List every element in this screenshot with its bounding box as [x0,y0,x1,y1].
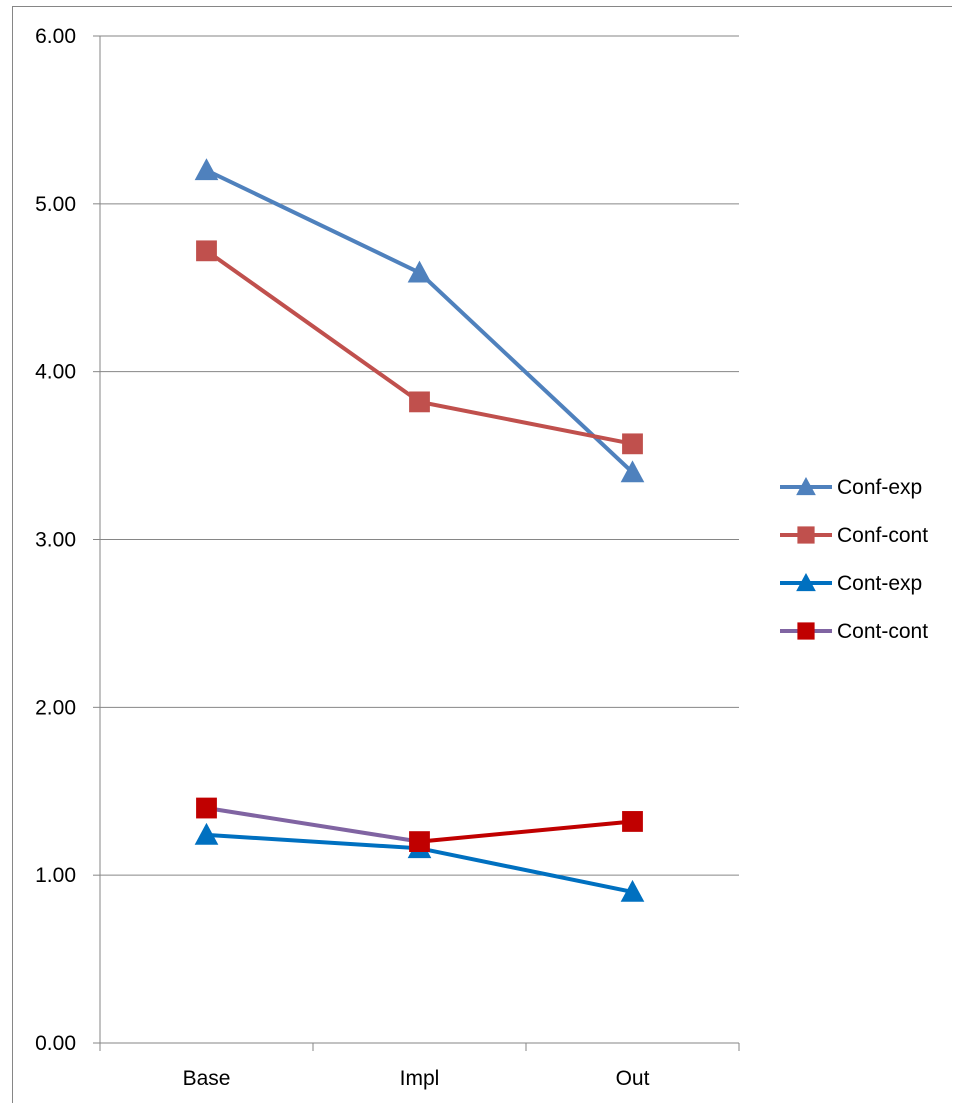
data-point [196,240,217,262]
data-point [407,260,432,283]
series-line-segment [417,270,635,475]
data-point [622,811,643,832]
legend: Conf-exp Conf-cont Cont-exp Cont-cont [780,476,928,643]
series-line-segment [417,819,635,844]
x-tick-label: Out [616,1067,650,1090]
legend-item: Cont-cont [780,620,928,643]
data-point [620,879,645,902]
data-point [409,391,430,413]
y-tick-label: 4.00 [35,361,76,384]
legend-marker [797,622,815,640]
y-tick-label: 2.00 [35,696,76,719]
series-line-segment [204,832,422,851]
x-tick-label: Base [183,1067,231,1090]
legend-item: Conf-cont [780,524,928,547]
series-conf-exp [194,158,645,483]
series-line-segment [204,806,422,844]
chart-frame [12,6,952,1103]
gridlines [100,35,739,876]
y-tick-label: 6.00 [35,25,76,48]
series-line-segment [204,168,422,275]
legend-marker [797,526,815,544]
y-tick-label: 5.00 [35,193,76,216]
legend-label: Conf-cont [837,524,928,547]
y-tick-label: 3.00 [35,529,76,552]
series-conf-cont [196,240,643,455]
legend-item: Conf-exp [780,476,922,499]
series-cont-cont [196,797,643,853]
data-point [409,831,430,853]
legend-marker [796,572,816,592]
axes: 0.00 1.00 2.00 3.00 4.00 5.00 6.00 Base Impl Out [35,25,740,1090]
data-point [196,797,217,819]
legend-label: Cont-exp [837,572,922,595]
y-tick-label: 0.00 [35,1032,76,1055]
series-line-segment [417,399,635,446]
series-lines [194,158,645,902]
x-tick-label: Impl [400,1067,440,1090]
series-line-segment [204,248,422,404]
legend-item: Cont-exp [780,572,922,595]
series-line-segment [417,846,635,894]
legend-marker [796,476,816,496]
data-point [622,433,643,455]
data-point [620,460,645,483]
y-tick-label: 1.00 [35,864,76,887]
data-point [194,822,219,845]
data-point [194,158,219,181]
legend-label: Conf-exp [837,476,922,499]
legend-label: Cont-cont [837,620,928,643]
